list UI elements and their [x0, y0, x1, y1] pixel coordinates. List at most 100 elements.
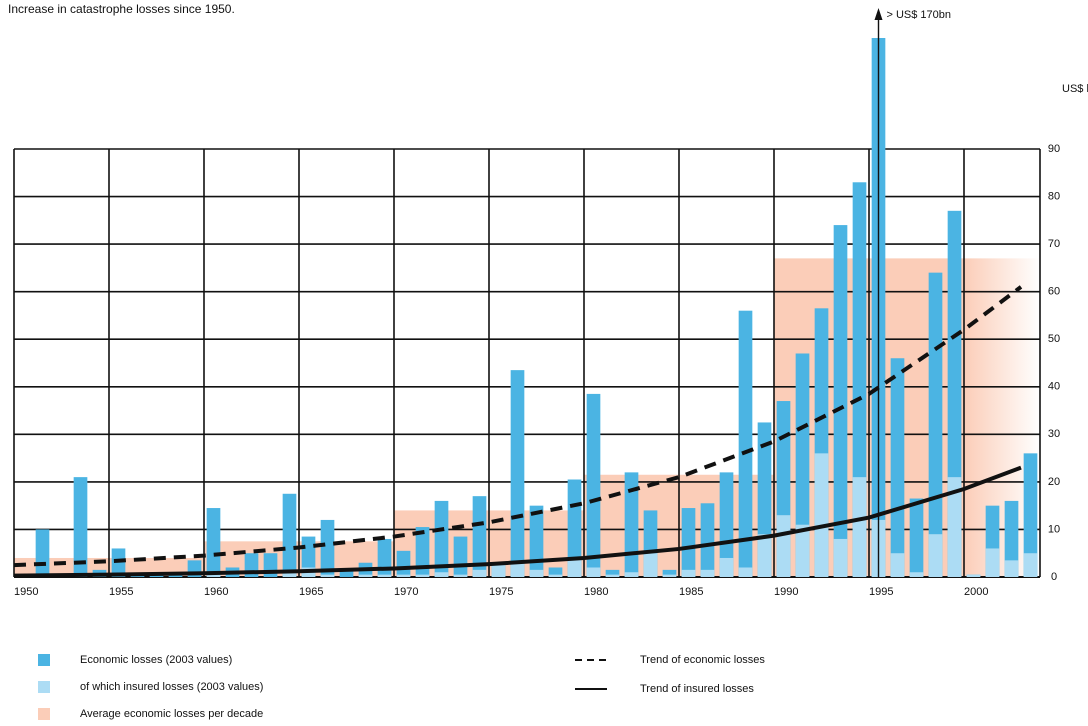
- bar: [548, 567, 563, 577]
- bar: [662, 569, 677, 577]
- y-tick-label: 70: [1048, 238, 1060, 250]
- legend-swatch: [38, 681, 50, 693]
- bar: [814, 453, 829, 577]
- bar: [605, 569, 620, 577]
- bar: [1004, 500, 1019, 577]
- bar: [491, 562, 506, 577]
- bar: [1023, 453, 1038, 577]
- bar: [795, 524, 810, 577]
- x-tick-label: 1985: [679, 586, 703, 598]
- bar: [928, 272, 943, 577]
- bar: [719, 557, 734, 577]
- bar: [35, 529, 50, 577]
- bar: [434, 572, 449, 577]
- bar: [320, 519, 335, 577]
- bar: [586, 393, 601, 577]
- x-tick-label: 1955: [109, 586, 133, 598]
- bar: [966, 574, 981, 577]
- bar: [339, 569, 354, 577]
- chart-title: Increase in catastrophe losses since 195…: [8, 2, 235, 16]
- x-tick-label: 1995: [869, 586, 893, 598]
- bar: [605, 574, 620, 577]
- bar: [928, 534, 943, 577]
- bar: [681, 508, 696, 577]
- bar: [1004, 560, 1019, 577]
- bar: [377, 538, 392, 577]
- x-tick-label: 1990: [774, 586, 798, 598]
- bar: [738, 567, 753, 577]
- bar: [738, 310, 753, 577]
- bar: [624, 472, 639, 577]
- legend-label: Trend of insured losses: [640, 683, 754, 695]
- legend-label: Trend of economic losses: [640, 654, 765, 666]
- bar: [510, 370, 525, 577]
- y-tick-label: 80: [1048, 190, 1060, 202]
- trend-line: [13, 465, 1022, 578]
- y-tick-label: 90: [1048, 143, 1060, 155]
- x-tick-label: 1965: [299, 586, 323, 598]
- legend-swatch: [38, 654, 50, 666]
- annotation: > US$ 170bn: [887, 9, 952, 21]
- bar: [434, 500, 449, 577]
- bar: [909, 498, 924, 577]
- bar: [415, 574, 430, 577]
- bar: [73, 477, 88, 577]
- bar: [586, 567, 601, 577]
- bar: [472, 496, 487, 577]
- bar: [206, 508, 221, 577]
- y-tick-label: 10: [1048, 523, 1060, 535]
- bar: [415, 527, 430, 577]
- bar: [700, 569, 715, 577]
- legend-swatch: [38, 708, 50, 720]
- trend-line: [13, 285, 1023, 568]
- bar: [282, 572, 297, 577]
- bar: [396, 550, 411, 577]
- bar: [453, 536, 468, 577]
- y-tick-label: 60: [1048, 286, 1060, 298]
- bar: [681, 569, 696, 577]
- bar: [833, 538, 848, 577]
- arrow-head: [874, 8, 883, 20]
- bar: [548, 574, 563, 577]
- bar: [320, 574, 335, 577]
- bar: [377, 574, 392, 577]
- bar: [776, 515, 791, 577]
- bar: [1023, 553, 1038, 577]
- bar: [453, 574, 468, 577]
- bar: [206, 574, 221, 577]
- bar: [643, 553, 658, 577]
- legend-label: Average economic losses per decade: [80, 708, 263, 720]
- bar: [472, 569, 487, 577]
- bar: [890, 553, 905, 577]
- bar: [396, 574, 411, 577]
- bar: [909, 572, 924, 577]
- x-tick-label: 1950: [14, 586, 38, 598]
- x-tick-label: 1980: [584, 586, 608, 598]
- bar: [567, 557, 582, 577]
- bar: [529, 569, 544, 577]
- bar: [624, 572, 639, 577]
- legend-label: Economic losses (2003 values): [80, 654, 232, 666]
- bar: [529, 505, 544, 577]
- y-tick-label: 20: [1048, 476, 1060, 488]
- bar: [700, 503, 715, 577]
- y-tick-label: 30: [1048, 428, 1060, 440]
- bar: [985, 548, 1000, 577]
- bar: [510, 562, 525, 577]
- bar: [168, 574, 183, 577]
- x-tick-label: 2000: [964, 586, 988, 598]
- x-tick-label: 1975: [489, 586, 513, 598]
- x-tick-label: 1970: [394, 586, 418, 598]
- unit-label: US$ bn: [1062, 83, 1088, 95]
- bar: [662, 574, 677, 577]
- bar: [947, 477, 962, 577]
- bar: [358, 574, 373, 577]
- y-tick-label: 50: [1048, 333, 1060, 345]
- bar: [282, 493, 297, 577]
- bar: [833, 225, 848, 578]
- bar: [719, 472, 734, 577]
- bar: [757, 534, 772, 577]
- y-tick-label: 0: [1051, 571, 1057, 583]
- bar: [852, 477, 867, 577]
